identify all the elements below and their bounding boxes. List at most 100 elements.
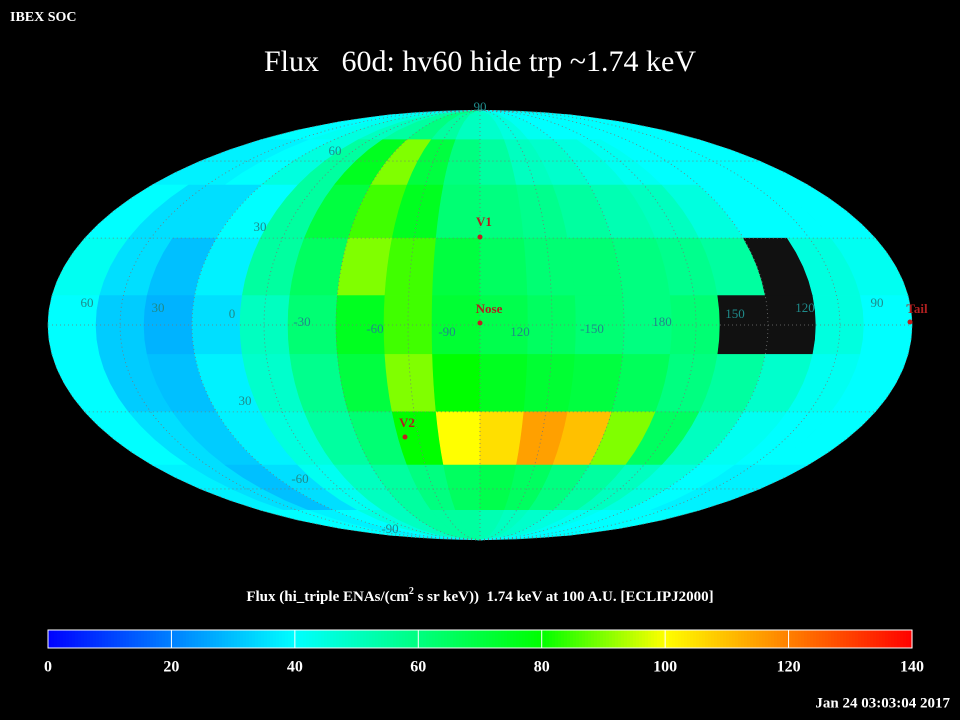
- grid-label: 120: [510, 324, 530, 339]
- colorbar-segment: [60, 630, 64, 648]
- grid-label: 150: [725, 306, 745, 321]
- heatmap-cell: [435, 411, 481, 466]
- colorbar-segment: [630, 630, 634, 648]
- colorbar-segment: [807, 630, 811, 648]
- colorbar-segment: [351, 630, 355, 648]
- colorbar-segment: [615, 630, 619, 648]
- marker-dot: [477, 234, 483, 240]
- colorbar-segment: [111, 630, 115, 648]
- colorbar-segment: [261, 630, 265, 648]
- colorbar-segment: [792, 630, 796, 648]
- colorbar-segment: [573, 630, 577, 648]
- grid-label: 180: [652, 314, 672, 329]
- marker-dot: [402, 434, 408, 440]
- heatmap-cell: [432, 237, 481, 296]
- colorbar-tick-label: 60: [410, 659, 426, 676]
- colorbar-segment: [576, 630, 580, 648]
- colorbar-segment: [882, 630, 886, 648]
- colorbar-segment: [801, 630, 805, 648]
- colorbar-segment: [621, 630, 625, 648]
- colorbar-segment: [570, 630, 574, 648]
- colorbar-segment: [171, 630, 175, 648]
- colorbar-tick-label: 80: [534, 659, 550, 676]
- colorbar-segment: [477, 630, 481, 648]
- colorbar-segment: [879, 630, 883, 648]
- chart-title: Flux 60d: hv60 hide trp ~1.74 keV: [264, 45, 696, 78]
- colorbar-segment: [444, 630, 448, 648]
- heatmap-cell: [435, 184, 481, 239]
- colorbar-segment: [99, 630, 103, 648]
- colorbar-segment: [201, 630, 205, 648]
- colorbar-segment: [765, 630, 769, 648]
- colorbar-segment: [222, 630, 226, 648]
- colorbar-segment: [75, 630, 79, 648]
- heatmap-cell: [479, 411, 525, 466]
- colorbar-segment: [294, 630, 298, 648]
- colorbar-segment: [420, 630, 424, 648]
- colorbar-segment: [216, 630, 220, 648]
- colorbar-segment: [819, 630, 823, 648]
- colorbar-segment: [246, 630, 250, 648]
- colorbar-segment: [219, 630, 223, 648]
- colorbar-segment: [360, 630, 364, 648]
- colorbar-segment: [108, 630, 112, 648]
- colorbar-segment: [612, 630, 616, 648]
- colorbar-segment: [870, 630, 874, 648]
- colorbar-segment: [606, 630, 610, 648]
- colorbar-segment: [399, 630, 403, 648]
- grid-label: -150: [580, 321, 604, 336]
- colorbar-segment: [336, 630, 340, 648]
- colorbar-segment: [861, 630, 865, 648]
- colorbar-segment: [354, 630, 358, 648]
- colorbar-segment: [537, 630, 541, 648]
- colorbar-segment: [810, 630, 814, 648]
- colorbar-segment: [270, 630, 274, 648]
- colorbar-segment: [495, 630, 499, 648]
- grid-label: 30: [239, 393, 252, 408]
- colorbar-segment: [378, 630, 382, 648]
- colorbar-segment: [867, 630, 871, 648]
- colorbar-segment: [213, 630, 217, 648]
- colorbar-segment: [672, 630, 676, 648]
- colorbar-segment: [321, 630, 325, 648]
- colorbar-segment: [690, 630, 694, 648]
- colorbar-segment: [699, 630, 703, 648]
- colorbar-segment: [645, 630, 649, 648]
- colorbar-segment: [546, 630, 550, 648]
- colorbar-segment: [132, 630, 136, 648]
- marker-dot: [907, 319, 913, 325]
- colorbar-segment: [723, 630, 727, 648]
- colorbar-segment: [225, 630, 229, 648]
- grid-label: 30: [254, 219, 267, 234]
- colorbar-segment: [180, 630, 184, 648]
- colorbar-segment: [177, 630, 181, 648]
- colorbar-segment: [909, 630, 913, 648]
- colorbar-segment: [429, 630, 433, 648]
- colorbar-segment: [894, 630, 898, 648]
- colorbar-segment: [588, 630, 592, 648]
- heatmap-cell: [523, 354, 576, 413]
- colorbar-segment: [285, 630, 289, 648]
- colorbar-segment: [558, 630, 562, 648]
- colorbar-segment: [312, 630, 316, 648]
- colorbar-segment: [660, 630, 664, 648]
- colorbar-tick-label: 40: [287, 659, 303, 676]
- colorbar-segment: [456, 630, 460, 648]
- colorbar-segment: [900, 630, 904, 648]
- colorbar-segment: [153, 630, 157, 648]
- colorbar-segment: [504, 630, 508, 648]
- colorbar-segment: [330, 630, 334, 648]
- colorbar-segment: [876, 630, 880, 648]
- colorbar-segment: [795, 630, 799, 648]
- colorbar-segment: [858, 630, 862, 648]
- colorbar-segment: [69, 630, 73, 648]
- colorbar-segment: [681, 630, 685, 648]
- colorbar-segment: [150, 630, 154, 648]
- colorbar-segment: [822, 630, 826, 648]
- colorbar-segment: [711, 630, 715, 648]
- colorbar-segment: [840, 630, 844, 648]
- colorbar-segment: [855, 630, 859, 648]
- colorbar-title-part: Flux (hi_triple ENAs/(cm: [246, 589, 409, 605]
- colorbar-segment: [51, 630, 55, 648]
